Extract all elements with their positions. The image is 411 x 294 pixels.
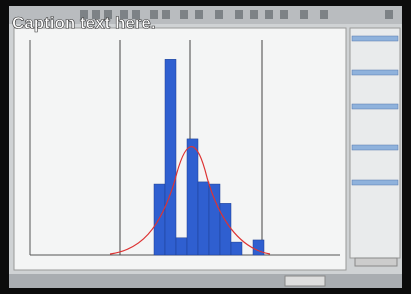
bar [198, 182, 209, 255]
side-panel [350, 28, 400, 258]
task-button[interactable] [285, 276, 325, 286]
bar [176, 238, 187, 255]
bar [187, 139, 198, 255]
taskbar [9, 274, 402, 288]
button[interactable] [355, 258, 397, 266]
bar [231, 242, 242, 255]
screen: Caption text here. [0, 0, 411, 294]
page: Caption text here. (() => { const data =… [0, 0, 411, 294]
bar [165, 59, 176, 255]
bar [154, 184, 165, 255]
bar [220, 203, 231, 255]
caption: Caption text here. [12, 13, 156, 32]
bar [209, 184, 220, 255]
plot-window [14, 28, 346, 270]
